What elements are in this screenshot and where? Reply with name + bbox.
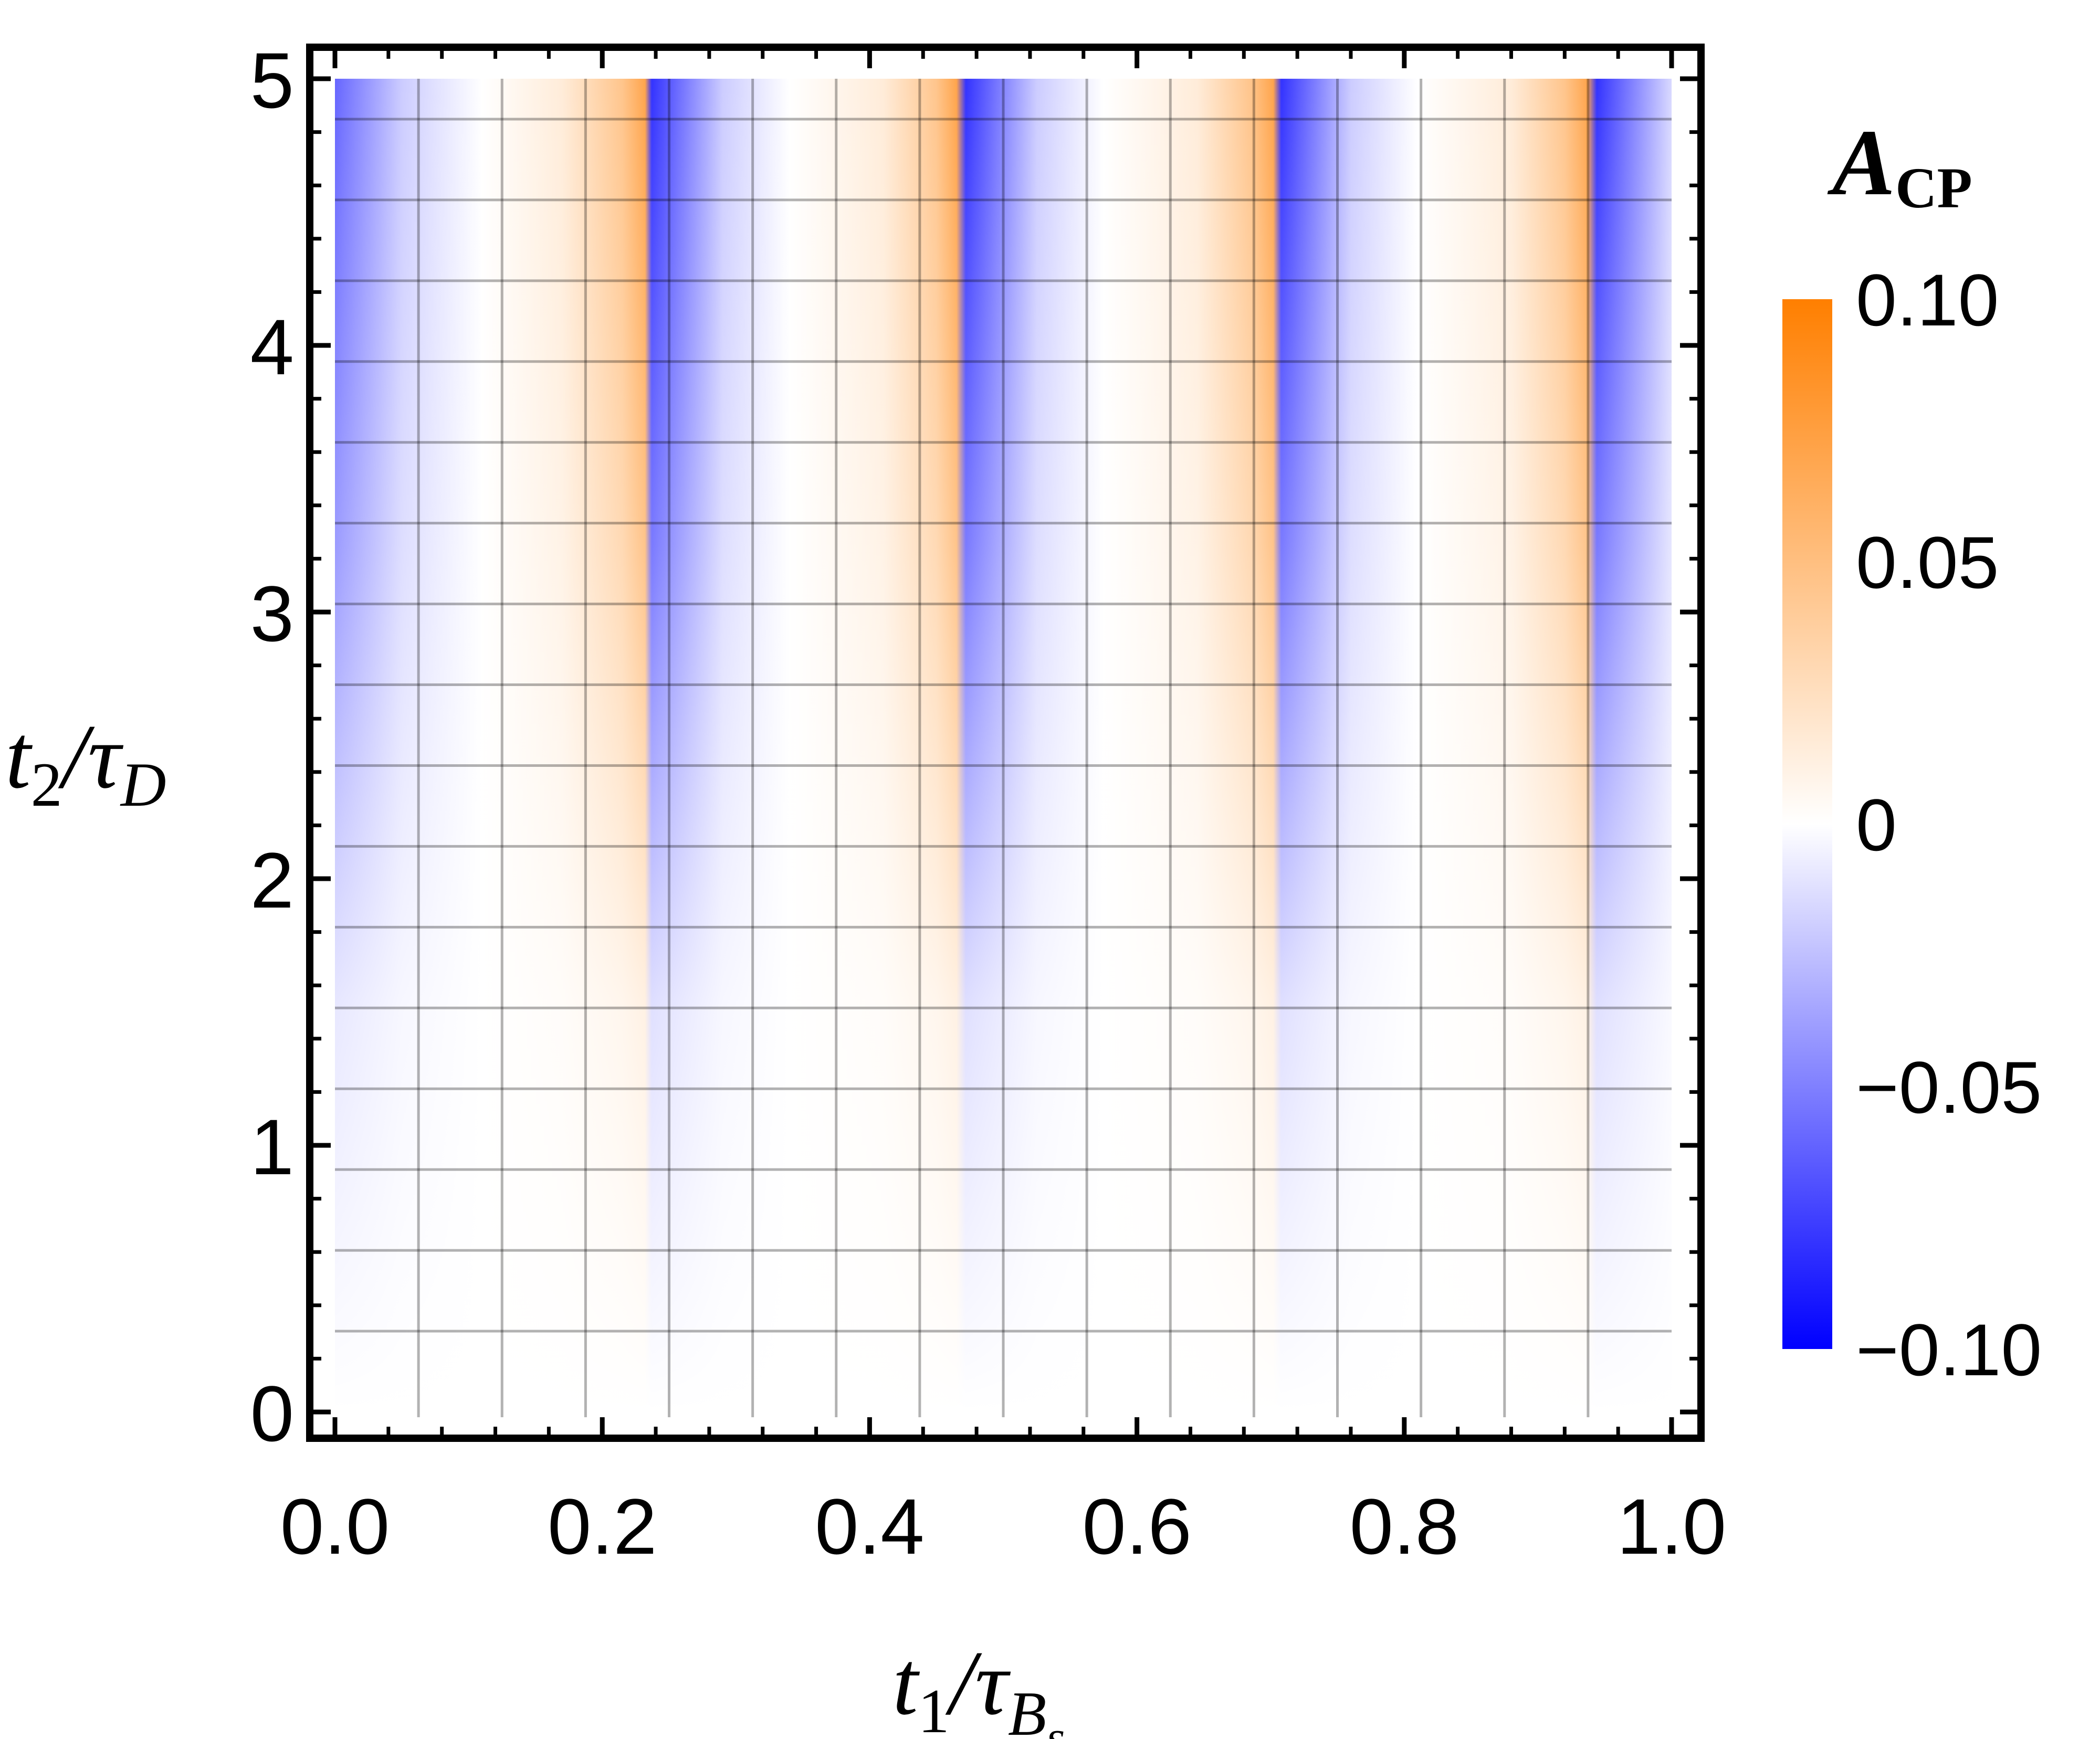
x-tick-label: 0.0 xyxy=(280,1482,390,1571)
y-tick-label: 0 xyxy=(250,1369,294,1458)
colorbar-title: ACP xyxy=(1827,110,1972,220)
colorbar-tick-label: −0.05 xyxy=(1856,1046,2042,1129)
y-axis-title: t2/τD xyxy=(5,705,166,819)
y-tick-label: 2 xyxy=(250,836,294,924)
colorbar-tick-label: −0.10 xyxy=(1856,1309,2042,1391)
grid-lines xyxy=(335,79,1672,1417)
colorbar-tick-label: 0.05 xyxy=(1856,521,1999,604)
x-tick-label: 0.4 xyxy=(815,1482,925,1571)
axis-ticks xyxy=(310,47,1701,1438)
density-fade xyxy=(335,79,1672,1412)
y-tick-label: 1 xyxy=(250,1103,294,1191)
plot-frame xyxy=(306,44,1705,1442)
y-tick-label: 5 xyxy=(250,36,294,124)
x-tick-labels: 0.0 0.2 0.4 0.6 0.8 1.0 xyxy=(280,1482,1727,1571)
x-axis-title: t1/τBs xyxy=(892,1632,1065,1739)
y-tick-label: 4 xyxy=(250,303,294,391)
x-tick-label: 0.6 xyxy=(1082,1482,1192,1571)
colorbar xyxy=(1782,299,1832,1349)
colorbar-labels: 0.10 0.05 0 −0.05 −0.10 xyxy=(1856,259,2042,1391)
x-tick-label: 0.2 xyxy=(548,1482,657,1571)
colorbar-tick-label: 0 xyxy=(1856,784,1897,866)
y-tick-labels: 0 1 2 3 4 5 xyxy=(250,36,294,1458)
x-tick-label: 1.0 xyxy=(1617,1482,1727,1571)
colorbar-tick-label: 0.10 xyxy=(1856,259,1999,341)
y-tick-label: 3 xyxy=(250,570,294,658)
x-tick-label: 0.8 xyxy=(1350,1482,1460,1571)
density-layer xyxy=(335,79,1672,1412)
